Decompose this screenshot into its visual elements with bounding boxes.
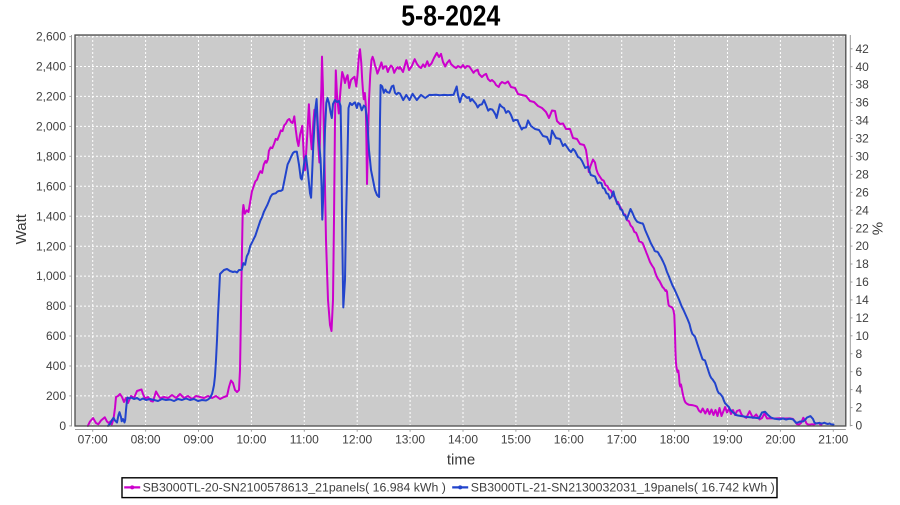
- svg-text:200: 200: [46, 389, 66, 403]
- svg-text:SB3000TL-21-SN2130032031_19pan: SB3000TL-21-SN2130032031_19panels( 16.74…: [471, 483, 775, 495]
- svg-text:19:00: 19:00: [712, 433, 742, 447]
- svg-text:10: 10: [856, 329, 870, 343]
- svg-text:21:00: 21:00: [818, 433, 848, 447]
- svg-text:2,400: 2,400: [36, 60, 66, 74]
- svg-text:07:00: 07:00: [78, 433, 108, 447]
- svg-text:08:00: 08:00: [131, 433, 161, 447]
- svg-text:28: 28: [856, 167, 870, 181]
- svg-text:14: 14: [856, 293, 870, 307]
- svg-text:SB3000TL-20-SN2100578613_21pan: SB3000TL-20-SN2100578613_21panels( 16.98…: [143, 483, 446, 495]
- svg-text:12:00: 12:00: [342, 433, 372, 447]
- svg-text:24: 24: [856, 203, 870, 217]
- svg-text:26: 26: [856, 185, 870, 199]
- svg-text:5-8-2024: 5-8-2024: [401, 1, 500, 33]
- svg-text:40: 40: [856, 60, 870, 74]
- svg-text:36: 36: [856, 96, 870, 110]
- svg-text:1,800: 1,800: [36, 149, 66, 163]
- svg-text:16: 16: [856, 275, 870, 289]
- svg-text:2: 2: [856, 401, 863, 415]
- svg-text:18:00: 18:00: [660, 433, 690, 447]
- svg-text:15:00: 15:00: [501, 433, 531, 447]
- svg-text:22: 22: [856, 221, 870, 235]
- svg-text:0: 0: [59, 419, 66, 433]
- svg-text:38: 38: [856, 78, 870, 92]
- svg-text:8: 8: [856, 347, 863, 361]
- svg-text:17:00: 17:00: [607, 433, 637, 447]
- svg-text:10:00: 10:00: [236, 433, 266, 447]
- svg-text:09:00: 09:00: [183, 433, 213, 447]
- svg-text:time: time: [447, 451, 475, 468]
- svg-text:14:00: 14:00: [448, 433, 478, 447]
- svg-text:2,000: 2,000: [36, 120, 66, 134]
- svg-text:1,200: 1,200: [36, 239, 66, 253]
- svg-text:32: 32: [856, 132, 870, 146]
- svg-text:%: %: [869, 222, 886, 235]
- svg-text:1,600: 1,600: [36, 179, 66, 193]
- svg-text:4: 4: [856, 383, 863, 397]
- svg-text:34: 34: [856, 114, 870, 128]
- svg-text:6: 6: [856, 365, 863, 379]
- svg-text:18: 18: [856, 257, 870, 271]
- svg-text:30: 30: [856, 150, 870, 164]
- svg-text:600: 600: [46, 329, 66, 343]
- svg-text:20: 20: [856, 239, 870, 253]
- svg-text:16:00: 16:00: [554, 433, 584, 447]
- svg-text:1,400: 1,400: [36, 209, 66, 223]
- svg-text:Watt: Watt: [13, 213, 30, 244]
- svg-text:12: 12: [856, 311, 870, 325]
- svg-text:20:00: 20:00: [765, 433, 795, 447]
- svg-text:11:00: 11:00: [290, 433, 319, 447]
- svg-text:13:00: 13:00: [395, 433, 425, 447]
- svg-text:42: 42: [856, 42, 870, 56]
- svg-text:800: 800: [46, 299, 66, 313]
- svg-text:0: 0: [856, 419, 863, 433]
- svg-text:400: 400: [46, 359, 66, 373]
- svg-text:2,200: 2,200: [36, 90, 66, 104]
- svg-text:2,600: 2,600: [36, 30, 66, 44]
- svg-text:1,000: 1,000: [36, 269, 66, 283]
